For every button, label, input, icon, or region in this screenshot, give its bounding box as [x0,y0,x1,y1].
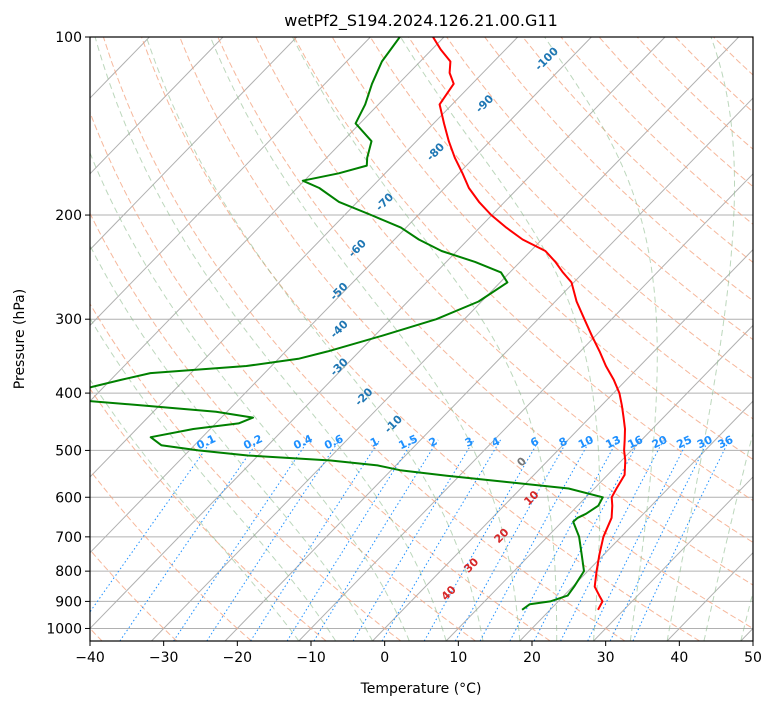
moist-adiabat-line [90,317,337,641]
dry-adiabat-line [484,37,753,302]
dry-adiabat-line [90,111,551,641]
mixing-ratio-line [206,439,340,641]
isotherm-gridline [224,97,753,641]
x-tick-label: −40 [75,650,105,666]
moist-adiabat-line [90,244,373,641]
mixing-ratio-label: 36 [716,433,736,451]
mixing-ratio-line [587,439,689,641]
y-tick-label: 400 [55,386,82,402]
x-tick-label: 30 [597,650,615,666]
isotherm-gridline [90,37,519,478]
isotherm-gridline [151,37,740,641]
isotherm-gridline [593,476,753,641]
mixing-ratio-label: 20 [650,433,670,451]
isotherm-gridline [90,37,371,327]
x-tick-label: 40 [670,650,688,666]
moist-adiabat-line [209,37,521,641]
moist-adiabat-line [740,590,753,641]
plot-area: -100-90-80-70-60-50-40-30-20-100.1 0.2 0.4… [90,37,753,641]
mixing-ratio-line [352,439,475,641]
y-axis-title: Pressure (hPa) [12,289,28,389]
mixing-ratio-label: 16 [626,433,646,451]
isotherm-gridline [445,324,753,641]
isotherm-gridline [90,37,224,175]
mixing-ratio-line [313,439,439,641]
isotherm-gridline [90,37,298,251]
dry-adiabat-line [90,303,402,641]
mixing-ratio-label: 25 [675,433,694,451]
x-tick-label: −30 [149,650,179,666]
mixing-ratio-line [173,439,310,641]
mixing-ratio-line [286,439,414,641]
x-axis-title: Temperature (°C) [360,681,482,697]
chart-title: wetPf2_S194.2024.126.21.00.G11 [284,11,558,31]
y-tick-label: 100 [55,30,82,46]
mixing-ratio-line [119,439,260,641]
isotherm-gridline [90,37,592,554]
y-tick-label: 600 [55,490,82,506]
y-tick-label: 700 [55,530,82,546]
x-tick-label: 10 [449,650,467,666]
y-tick-label: 300 [55,312,82,328]
dry-adiabat-line [90,387,327,641]
dry-adiabat-line [369,37,753,420]
x-tick-label: −20 [223,650,253,666]
mixing-ratio-label: 10 [576,433,596,451]
dry-adiabat-line [408,37,753,380]
mixing-ratio-line [381,439,502,641]
y-tick-label: 200 [55,208,82,224]
x-tick-label: 0 [380,650,389,666]
mixing-ratio-label: 30 [695,433,715,451]
moist-adiabat-line [90,378,300,641]
moist-adiabat-line [703,430,753,641]
dry-adiabat-line [90,212,476,641]
y-tick-label: 500 [55,443,82,459]
sounding-profile-line [432,37,627,611]
isotherm-gridline [90,37,445,402]
y-tick-label: 1000 [46,621,82,637]
moist-adiabat-line [666,37,735,641]
mixing-ratio-line [423,439,540,641]
moist-adiabat-line [544,37,658,641]
mixing-ratio-line [560,439,665,641]
dry-adiabat-line [102,37,626,641]
mixing-ratio-label: 13 [604,433,623,451]
mixing-ratio-line [479,439,591,641]
x-tick-label: 20 [523,650,541,666]
moist-adiabat-line [94,37,447,641]
moist-adiabat-line [400,37,601,641]
plot-frame [89,36,754,642]
sounding-profile-line [90,37,604,611]
mixing-ratio-line [250,439,381,641]
x-tick-label: −10 [296,650,326,666]
dry-adiabat-line [293,37,753,502]
y-tick-label: 800 [55,564,82,580]
x-tick-label: 50 [744,650,762,666]
dry-adiabat-line [179,37,753,630]
dry-adiabat-line [90,549,178,641]
y-tick-label: 900 [55,594,82,610]
dry-adiabat-line [255,37,753,543]
moist-adiabat-line [145,37,484,641]
moist-adiabat-line [90,151,410,641]
isotherm-gridline [519,400,753,641]
mixing-ratio-line [90,439,213,613]
isotherm-gridline [372,248,753,641]
dry-adiabat-line [217,37,753,586]
